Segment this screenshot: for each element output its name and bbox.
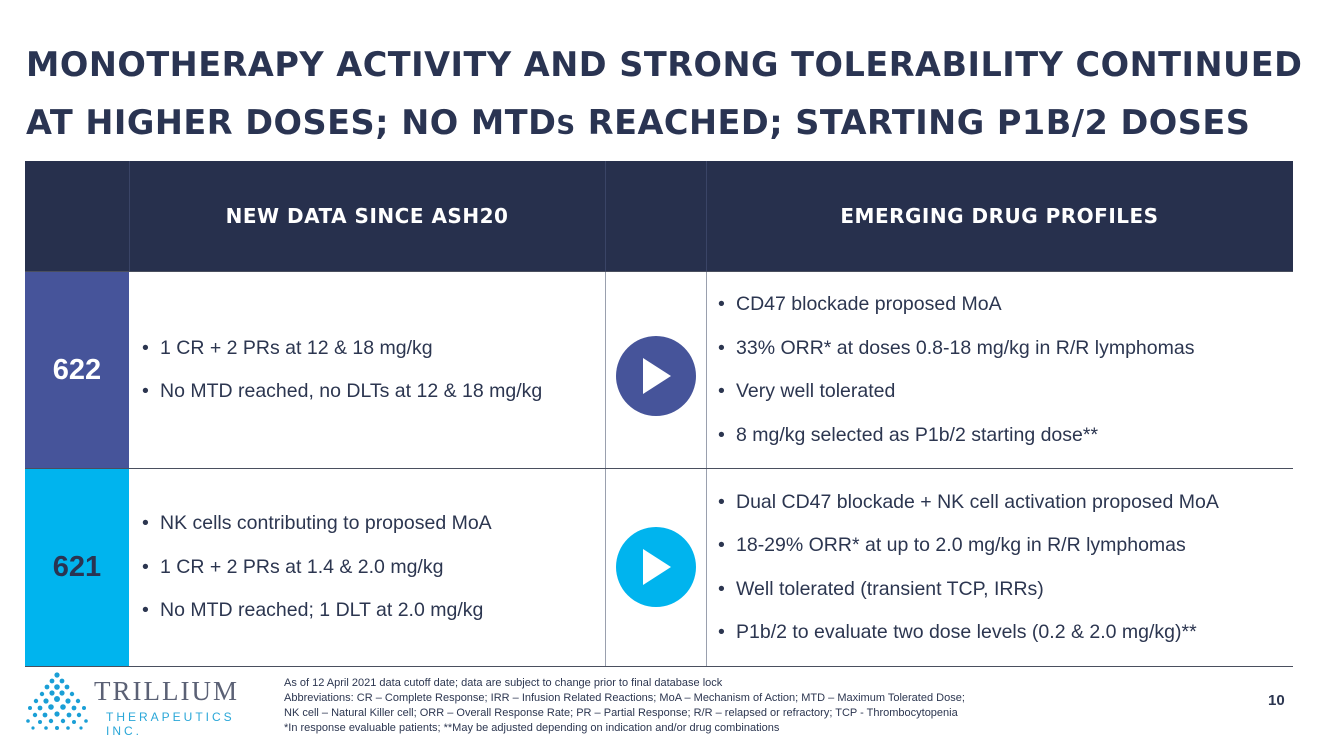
list-item: Very well tolerated — [712, 370, 1292, 414]
list-item: No MTD reached; 1 DLT at 2.0 mg/kg — [136, 589, 604, 633]
list-item: 33% ORR* at doses 0.8-18 mg/kg in R/R ly… — [712, 327, 1292, 371]
footnotes: As of 12 April 2021 data cutoff date; da… — [284, 676, 1184, 736]
header-new-data: NEW DATA SINCE ASH20 — [225, 204, 509, 228]
table-header: NEW DATA SINCE ASH20 EMERGING DRUG PROFI… — [25, 161, 1293, 271]
list-item: 1 CR + 2 PRs at 12 & 18 mg/kg — [136, 327, 604, 371]
footnote-line: As of 12 April 2021 data cutoff date; da… — [284, 677, 723, 689]
play-icon — [616, 527, 696, 607]
header-drug-profiles: EMERGING DRUG PROFILES — [840, 204, 1159, 228]
list-item: Dual CD47 blockade + NK cell activation … — [712, 481, 1292, 525]
title-line-2-part-a: AT HIGHER DOSES; NO MTD — [26, 103, 557, 142]
footnote-line: *In response evaluable patients; **May b… — [284, 722, 780, 734]
drug-tag: 621 — [25, 469, 129, 666]
title-line-1: MONOTHERAPY ACTIVITY AND STRONG TOLERABI… — [26, 45, 1303, 84]
column-divider — [605, 272, 606, 468]
column-divider — [706, 469, 707, 666]
table-row: 622 1 CR + 2 PRs at 12 & 18 mg/kg No MTD… — [25, 271, 1293, 469]
new-data-list: 1 CR + 2 PRs at 12 & 18 mg/kg No MTD rea… — [136, 327, 604, 414]
page-number: 10 — [1268, 692, 1285, 709]
new-data-cell: 1 CR + 2 PRs at 12 & 18 mg/kg No MTD rea… — [136, 272, 604, 468]
column-divider — [605, 469, 606, 666]
trillium-dot-logo-icon — [26, 672, 88, 730]
table-row: 621 NK cells contributing to proposed Mo… — [25, 469, 1293, 667]
header-divider — [129, 161, 130, 271]
data-table: NEW DATA SINCE ASH20 EMERGING DRUG PROFI… — [25, 161, 1293, 667]
drug-profile-cell: CD47 blockade proposed MoA 33% ORR* at d… — [712, 272, 1292, 468]
list-item: CD47 blockade proposed MoA — [712, 283, 1292, 327]
drug-profile-list: Dual CD47 blockade + NK cell activation … — [712, 481, 1292, 655]
header-divider — [605, 161, 606, 271]
new-data-cell: NK cells contributing to proposed MoA 1 … — [136, 469, 604, 666]
play-icon — [616, 336, 696, 416]
footnote-line: Abbreviations: CR – Complete Response; I… — [284, 692, 965, 704]
drug-profile-list: CD47 blockade proposed MoA 33% ORR* at d… — [712, 283, 1292, 457]
list-item: 1 CR + 2 PRs at 1.4 & 2.0 mg/kg — [136, 546, 604, 590]
list-item: Well tolerated (transient TCP, IRRs) — [712, 568, 1292, 612]
drug-tag: 622 — [25, 272, 129, 468]
list-item: NK cells contributing to proposed MoA — [136, 502, 604, 546]
company-logo: TRILLIUM THERAPEUTICS INC. — [24, 670, 264, 738]
new-data-list: NK cells contributing to proposed MoA 1 … — [136, 502, 604, 633]
column-divider — [706, 272, 707, 468]
drug-profile-cell: Dual CD47 blockade + NK cell activation … — [712, 469, 1292, 666]
list-item: P1b/2 to evaluate two dose levels (0.2 &… — [712, 611, 1292, 655]
list-item: 18-29% ORR* at up to 2.0 mg/kg in R/R ly… — [712, 524, 1292, 568]
header-divider — [706, 161, 707, 271]
title-line-2-part-b: s — [556, 111, 576, 141]
logo-name: TRILLIUM — [94, 676, 239, 706]
logo-subtitle: THERAPEUTICS INC. — [106, 710, 235, 738]
footnote-line: NK cell – Natural Killer cell; ORR – Ove… — [284, 707, 958, 719]
list-item: No MTD reached, no DLTs at 12 & 18 mg/kg — [136, 370, 604, 414]
list-item: 8 mg/kg selected as P1b/2 starting dose*… — [712, 414, 1292, 458]
